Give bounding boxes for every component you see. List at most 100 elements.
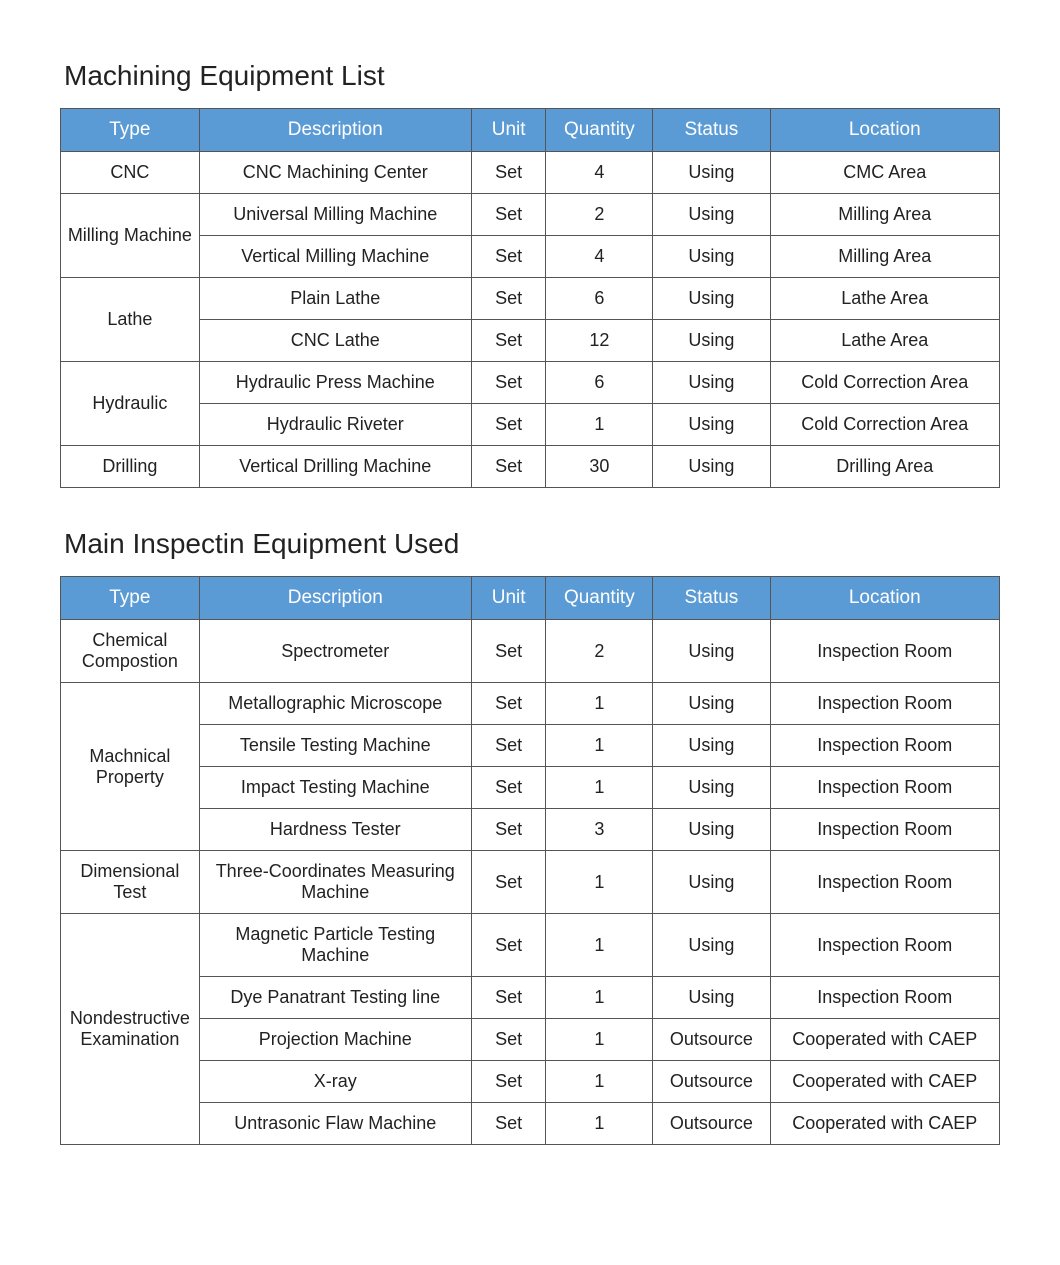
section-title: Main Inspectin Equipment Used xyxy=(64,528,1000,560)
cell-status: Using xyxy=(653,320,770,362)
cell-unit: Set xyxy=(471,446,546,488)
table-row: Dimensional TestThree-Coordinates Measur… xyxy=(61,851,1000,914)
cell-quantity: 4 xyxy=(546,152,653,194)
cell-quantity: 1 xyxy=(546,767,653,809)
table-row: DrillingVertical Drilling MachineSet30Us… xyxy=(61,446,1000,488)
cell-quantity: 1 xyxy=(546,1019,653,1061)
cell-location: Cooperated with CAEP xyxy=(770,1061,999,1103)
cell-unit: Set xyxy=(471,152,546,194)
cell-type: Chemical Compostion xyxy=(61,620,200,683)
table-header-cell: Description xyxy=(199,109,471,152)
cell-status: Using xyxy=(653,620,770,683)
cell-description: Untrasonic Flaw Machine xyxy=(199,1103,471,1145)
cell-status: Using xyxy=(653,404,770,446)
cell-description: Universal Milling Machine xyxy=(199,194,471,236)
table-header-row: TypeDescriptionUnitQuantityStatusLocatio… xyxy=(61,577,1000,620)
cell-location: Inspection Room xyxy=(770,725,999,767)
cell-status: Using xyxy=(653,446,770,488)
cell-type: Nondestructive Examination xyxy=(61,914,200,1145)
cell-type: Dimensional Test xyxy=(61,851,200,914)
cell-quantity: 2 xyxy=(546,194,653,236)
cell-unit: Set xyxy=(471,683,546,725)
cell-location: Lathe Area xyxy=(770,320,999,362)
cell-location: CMC Area xyxy=(770,152,999,194)
cell-description: Vertical Milling Machine xyxy=(199,236,471,278)
cell-status: Outsource xyxy=(653,1061,770,1103)
cell-status: Using xyxy=(653,977,770,1019)
cell-unit: Set xyxy=(471,977,546,1019)
table-row: Machnical PropertyMetallographic Microsc… xyxy=(61,683,1000,725)
cell-description: Hardness Tester xyxy=(199,809,471,851)
cell-quantity: 1 xyxy=(546,683,653,725)
table-row: Milling MachineUniversal Milling Machine… xyxy=(61,194,1000,236)
cell-status: Using xyxy=(653,767,770,809)
table-row: Nondestructive ExaminationMagnetic Parti… xyxy=(61,914,1000,977)
cell-status: Using xyxy=(653,851,770,914)
table-row: Untrasonic Flaw MachineSet1OutsourceCoop… xyxy=(61,1103,1000,1145)
cell-location: Inspection Room xyxy=(770,809,999,851)
cell-location: Inspection Room xyxy=(770,620,999,683)
cell-quantity: 1 xyxy=(546,1061,653,1103)
section: Main Inspectin Equipment Used TypeDescrip… xyxy=(60,528,1000,1145)
table-row: Dye Panatrant Testing lineSet1UsingInspe… xyxy=(61,977,1000,1019)
cell-type: Hydraulic xyxy=(61,362,200,446)
cell-unit: Set xyxy=(471,620,546,683)
cell-status: Using xyxy=(653,152,770,194)
table-row: Chemical CompostionSpectrometerSet2Using… xyxy=(61,620,1000,683)
cell-quantity: 12 xyxy=(546,320,653,362)
cell-status: Using xyxy=(653,194,770,236)
table-row: Hardness TesterSet3UsingInspection Room xyxy=(61,809,1000,851)
cell-quantity: 6 xyxy=(546,278,653,320)
cell-description: X-ray xyxy=(199,1061,471,1103)
table-header-cell: Quantity xyxy=(546,577,653,620)
cell-location: Cooperated with CAEP xyxy=(770,1103,999,1145)
table-row: Projection MachineSet1OutsourceCooperate… xyxy=(61,1019,1000,1061)
cell-description: Projection Machine xyxy=(199,1019,471,1061)
cell-quantity: 1 xyxy=(546,725,653,767)
cell-status: Outsource xyxy=(653,1103,770,1145)
cell-quantity: 1 xyxy=(546,914,653,977)
cell-location: Drilling Area xyxy=(770,446,999,488)
cell-type: Lathe xyxy=(61,278,200,362)
table-row: HydraulicHydraulic Press MachineSet6Usin… xyxy=(61,362,1000,404)
cell-unit: Set xyxy=(471,320,546,362)
table-row: Tensile Testing MachineSet1UsingInspecti… xyxy=(61,725,1000,767)
cell-description: CNC Machining Center xyxy=(199,152,471,194)
table-header-cell: Status xyxy=(653,109,770,152)
cell-unit: Set xyxy=(471,1061,546,1103)
cell-unit: Set xyxy=(471,404,546,446)
table-header-cell: Location xyxy=(770,577,999,620)
cell-description: Plain Lathe xyxy=(199,278,471,320)
section-title: Machining Equipment List xyxy=(64,60,1000,92)
cell-status: Using xyxy=(653,914,770,977)
table-row: Impact Testing MachineSet1UsingInspectio… xyxy=(61,767,1000,809)
cell-location: Lathe Area xyxy=(770,278,999,320)
cell-quantity: 1 xyxy=(546,851,653,914)
cell-status: Using xyxy=(653,725,770,767)
cell-quantity: 6 xyxy=(546,362,653,404)
cell-location: Cooperated with CAEP xyxy=(770,1019,999,1061)
cell-description: Magnetic Particle Testing Machine xyxy=(199,914,471,977)
cell-quantity: 1 xyxy=(546,977,653,1019)
cell-description: CNC Lathe xyxy=(199,320,471,362)
table-header-cell: Location xyxy=(770,109,999,152)
cell-quantity: 1 xyxy=(546,1103,653,1145)
cell-location: Inspection Room xyxy=(770,683,999,725)
cell-status: Using xyxy=(653,236,770,278)
section: Machining Equipment ListTypeDescriptionU… xyxy=(60,60,1000,488)
cell-unit: Set xyxy=(471,851,546,914)
cell-unit: Set xyxy=(471,914,546,977)
cell-unit: Set xyxy=(471,236,546,278)
table-row: Hydraulic RiveterSet1UsingCold Correctio… xyxy=(61,404,1000,446)
cell-status: Using xyxy=(653,683,770,725)
cell-location: Cold Correction Area xyxy=(770,404,999,446)
document-root: Machining Equipment List TypeDescriptionU… xyxy=(60,60,1000,1145)
table-row: Vertical Milling MachineSet4UsingMilling… xyxy=(61,236,1000,278)
cell-description: Tensile Testing Machine xyxy=(199,725,471,767)
cell-location: Cold Correction Area xyxy=(770,362,999,404)
cell-quantity: 1 xyxy=(546,404,653,446)
cell-location: Milling Area xyxy=(770,194,999,236)
cell-description: Vertical Drilling Machine xyxy=(199,446,471,488)
cell-unit: Set xyxy=(471,362,546,404)
cell-unit: Set xyxy=(471,809,546,851)
